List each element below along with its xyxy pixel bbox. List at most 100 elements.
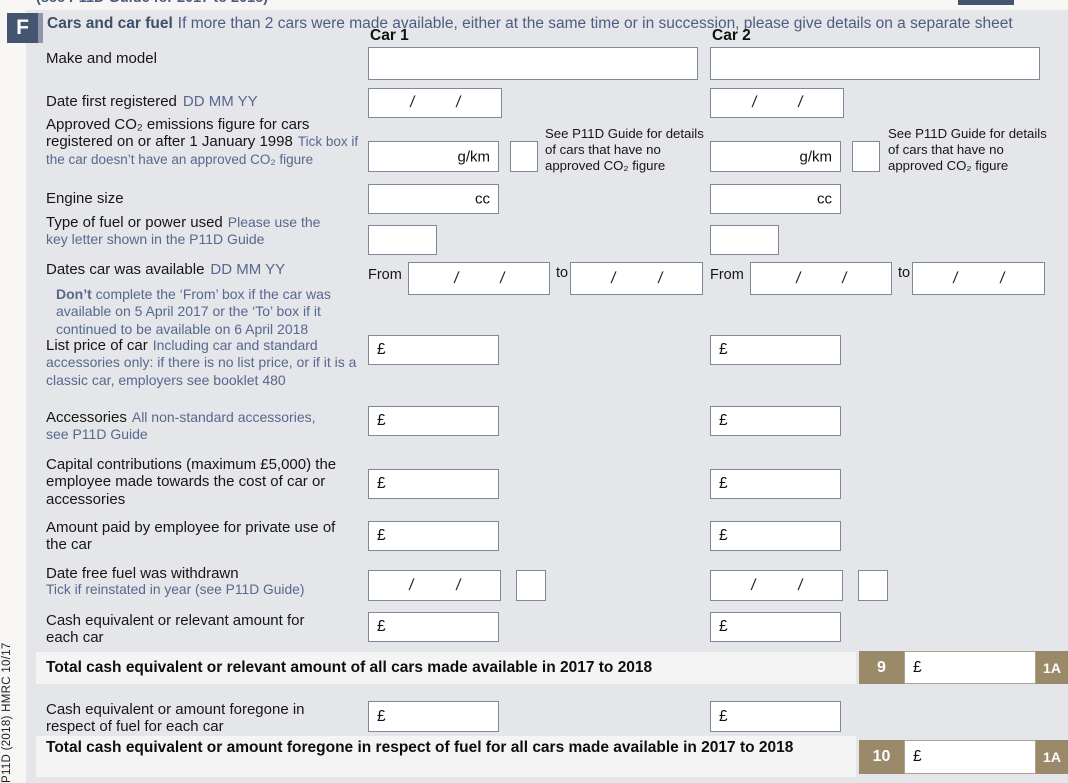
car1-engine-size-input[interactable]: cc (368, 184, 499, 214)
car2-from-label: From (710, 267, 744, 283)
car1-date-first-registered-input[interactable]: / / (368, 88, 502, 118)
slash-glyph: / (452, 269, 460, 287)
car1-available-from-input[interactable]: / / (408, 262, 550, 295)
car1-accessories-input[interactable]: £ (368, 406, 499, 436)
pound-sign: £ (377, 527, 386, 544)
total-cars-label: Total cash equivalent or relevant amount… (46, 659, 653, 676)
car1-list-price-input[interactable]: £ (368, 335, 499, 365)
total-fuel-label: Total cash equivalent or amount foregone… (46, 739, 794, 756)
co2-emissions-label: Approved CO₂ emissions figure for cars r… (46, 116, 359, 167)
car1-make-model-input[interactable] (368, 47, 698, 80)
car2-no-co2-tickbox[interactable] (852, 141, 880, 172)
section-subtitle: If more than 2 cars were made available,… (177, 15, 1013, 32)
car1-private-use-input[interactable]: £ (368, 521, 499, 551)
car2-make-model-input[interactable] (710, 47, 1040, 80)
car2-co2-figure-input[interactable]: g/km (710, 141, 841, 172)
car2-fuel-foregone-input[interactable]: £ (710, 701, 841, 732)
car1-fuel-withdrawn-date-input[interactable]: / / (368, 570, 501, 601)
car2-private-use-input[interactable]: £ (710, 521, 841, 551)
slash-glyph: / (454, 94, 462, 111)
car1-from-label: From (368, 267, 402, 283)
pound-sign: £ (377, 412, 386, 429)
car2-fuel-withdrawn-date-input[interactable]: / / (710, 570, 843, 601)
pound-sign: £ (377, 707, 386, 725)
car1-co2-side-note: See P11D Guide for details of cars that … (545, 126, 704, 173)
car2-date-first-registered-input[interactable]: / / (710, 88, 844, 118)
car2-to-label: to (898, 265, 911, 281)
car1-fuel-type-input[interactable] (368, 225, 437, 255)
gkm-unit: g/km (799, 148, 832, 165)
engine-size-label: Engine size (46, 190, 124, 207)
pound-sign: £ (377, 475, 386, 492)
pound-sign: £ (719, 707, 728, 725)
date-format-hint: DD MM YY (182, 93, 258, 110)
slash-glyph: / (408, 94, 416, 111)
pound-sign: £ (913, 748, 922, 765)
box-10-total-fuel-input[interactable]: £ (904, 740, 1036, 774)
slash-glyph: / (656, 269, 664, 287)
date-first-registered-label: Date first registered DD MM YY (46, 93, 258, 110)
slash-glyph: / (498, 269, 506, 287)
slash-glyph: / (796, 94, 804, 111)
car2-available-from-input[interactable]: / / (750, 262, 892, 295)
total-fuel-strip (36, 736, 856, 777)
list-price-label: List price of car Including car and stand… (46, 337, 357, 388)
car1-co2-figure-input[interactable]: g/km (368, 141, 499, 172)
total-cars-strip (36, 652, 856, 684)
box-10-tag-1a: 1A (1036, 740, 1068, 774)
cash-equivalent-car-label: Cash equivalent or relevant amount for e… (46, 612, 305, 647)
slash-glyph: / (609, 269, 617, 287)
clipped-top-text: (see P11D Guide for 2017 to 2018) (36, 0, 268, 6)
slash-glyph: / (749, 576, 757, 594)
private-use-label: Amount paid by employee for private use … (46, 519, 336, 554)
fuel-reinstated-hint: Tick if reinstated in year (see P11D Gui… (46, 582, 305, 598)
fuel-type-hint: Please use the key letter shown in the P… (46, 214, 321, 248)
slash-glyph: / (794, 269, 802, 287)
form-reference-vertical: P11D (2018) HMRC 10/17 (1, 642, 13, 783)
car2-list-price-input[interactable]: £ (710, 335, 841, 365)
car1-no-co2-tickbox[interactable] (510, 141, 538, 172)
car2-accessories-input[interactable]: £ (710, 406, 841, 436)
car1-fuel-reinstated-tickbox[interactable] (516, 570, 546, 601)
car1-available-to-input[interactable]: / / (570, 262, 703, 295)
fuel-type-label: Type of fuel or power used Please use the… (46, 214, 321, 248)
section-header: Cars and car fuel If more than 2 cars wer… (47, 15, 1061, 33)
pound-sign: £ (719, 475, 728, 492)
accessories-label: Accessories All non-standard accessories,… (46, 409, 316, 443)
dates-available-label: Dates car was available DD MM YY (46, 261, 286, 278)
pound-sign: £ (719, 527, 728, 544)
fuel-foregone-label: Cash equivalent or amount foregone in re… (46, 701, 305, 736)
section-title: Cars and car fuel (47, 15, 173, 32)
pound-sign: £ (377, 618, 386, 635)
box-9-tag-1a: 1A (1036, 651, 1068, 684)
slash-glyph: / (750, 94, 758, 111)
slash-glyph: / (998, 269, 1006, 287)
box-9-number: 9 (859, 651, 904, 684)
car2-fuel-type-input[interactable] (710, 225, 779, 255)
date-format-hint: DD MM YY (210, 261, 286, 278)
car2-co2-side-note: See P11D Guide for details of cars that … (888, 126, 1047, 173)
car2-cash-equivalent-input[interactable]: £ (710, 612, 841, 642)
fuel-withdrawn-label: Date free fuel was withdrawn Tick if rein… (46, 565, 366, 598)
pound-sign: £ (719, 341, 728, 358)
car2-fuel-reinstated-tickbox[interactable] (858, 570, 888, 601)
section-letter-badge: F (7, 13, 38, 43)
car2-capital-contributions-input[interactable]: £ (710, 469, 841, 499)
pound-sign: £ (719, 618, 728, 635)
car1-fuel-foregone-input[interactable]: £ (368, 701, 499, 732)
car2-engine-size-input[interactable]: cc (710, 184, 841, 214)
cc-unit: cc (475, 190, 490, 208)
car2-column-header: Car 2 (712, 27, 751, 44)
slash-glyph: / (951, 269, 959, 287)
pound-sign: £ (719, 412, 728, 429)
clipped-top-line: (see P11D Guide for 2017 to 2018) (26, 0, 586, 10)
dates-available-note: Don’t complete the ‘From’ box if the car… (56, 286, 331, 337)
make-model-label: Make and model (46, 50, 157, 67)
car1-to-label: to (556, 265, 569, 281)
car2-available-to-input[interactable]: / / (912, 262, 1045, 295)
box-9-total-cars-input[interactable]: £ (904, 651, 1036, 684)
accessories-hint: All non-standard accessories, see P11D G… (46, 409, 316, 443)
car1-capital-contributions-input[interactable]: £ (368, 469, 499, 499)
capital-contributions-label: Capital contributions (maximum £5,000) t… (46, 456, 337, 508)
car1-cash-equivalent-input[interactable]: £ (368, 612, 499, 642)
